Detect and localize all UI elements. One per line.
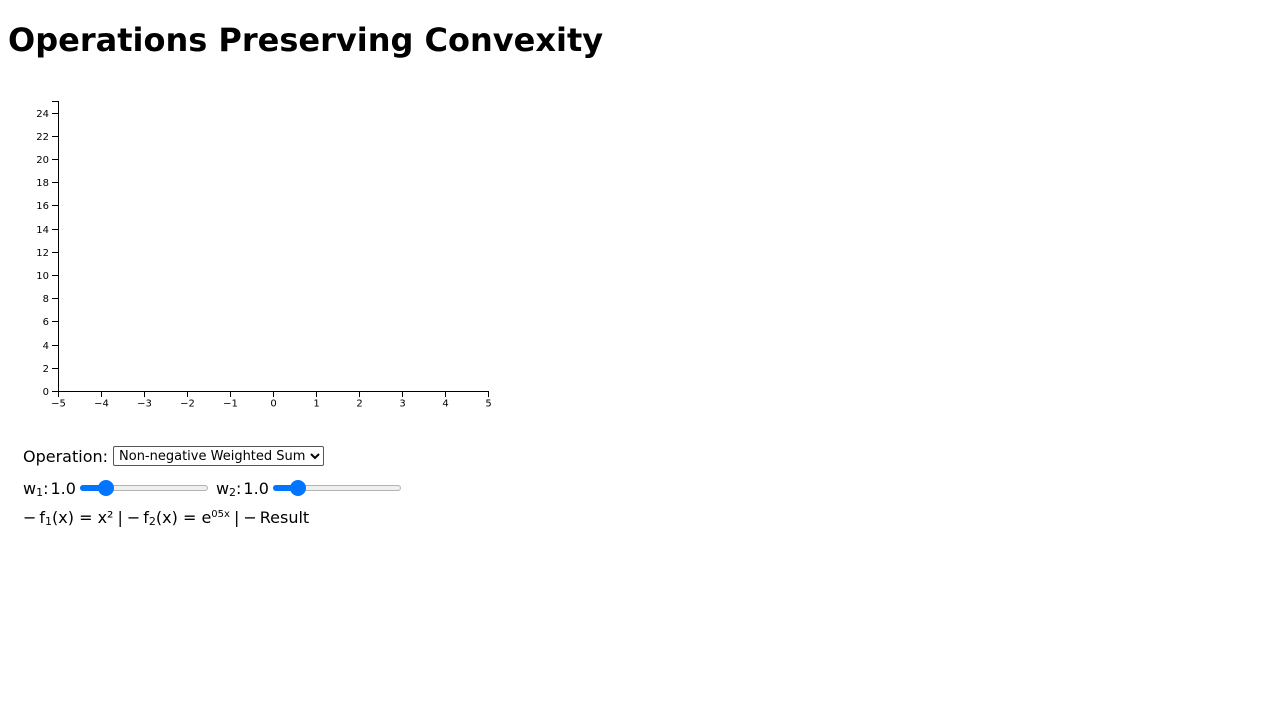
x-tick-label: 0 xyxy=(270,399,276,410)
x-tick-label: −2 xyxy=(180,399,195,410)
y-tick-label: 16 xyxy=(36,201,49,212)
operation-label: Operation: xyxy=(23,446,109,466)
y-tick-label: 22 xyxy=(36,132,49,143)
w1-label: w1: xyxy=(23,478,49,499)
legend-swatch-f1: − xyxy=(23,507,37,527)
y-tick-label: 8 xyxy=(43,294,49,305)
page-title: Operations Preserving Convexity xyxy=(8,21,604,59)
legend-item-f2: − f2(x) = e05x xyxy=(127,508,230,527)
x-tick-label: −3 xyxy=(137,399,152,410)
y-tick-label: 20 xyxy=(36,155,49,166)
x-tick-label: 3 xyxy=(399,399,405,410)
w1-slider[interactable] xyxy=(79,480,208,496)
y-tick-label: 18 xyxy=(36,178,49,189)
x-tick-label: 1 xyxy=(313,399,319,410)
x-axis: −5 −4 −3 −2 −1 0 1 2 3 4 5 xyxy=(51,391,492,410)
y-tick-label: 2 xyxy=(43,364,49,375)
operation-row: Operation: Non-negative Weighted Sum xyxy=(23,444,409,468)
legend-separator: | xyxy=(233,507,240,527)
w2-slider-thumb[interactable] xyxy=(290,480,307,496)
x-tick-label: 2 xyxy=(356,399,362,410)
legend-label-result: Result xyxy=(259,507,310,527)
w1-slider-thumb[interactable] xyxy=(97,480,114,496)
y-tick-label: 24 xyxy=(36,109,49,120)
legend-item-f1: − f1(x) = x² xyxy=(23,508,113,527)
w2-value: 1.0 xyxy=(243,478,269,498)
w1-value: 1.0 xyxy=(50,478,76,498)
legend-swatch-result: − xyxy=(243,507,257,527)
legend-separator: | xyxy=(117,507,123,527)
w2-label: w2: xyxy=(215,478,242,499)
controls-panel: Operation: Non-negative Weighted Sum w1:… xyxy=(23,444,409,528)
legend-label-f2: f2(x) = e05x xyxy=(143,507,230,528)
w1-slider-fill xyxy=(79,485,106,491)
w2-slider[interactable] xyxy=(272,480,401,496)
x-tick-label: −5 xyxy=(51,399,66,410)
y-axis-line xyxy=(52,101,59,392)
x-tick-label: −4 xyxy=(94,399,109,410)
y-tick-label: 14 xyxy=(36,225,49,236)
y-tick-label: 0 xyxy=(43,387,49,398)
y-tick-label: 10 xyxy=(36,271,49,282)
weights-row: w1: 1.0 w2: 1.0 xyxy=(23,476,409,500)
operation-select[interactable]: Non-negative Weighted Sum xyxy=(113,446,325,466)
y-tick-label: 6 xyxy=(43,317,49,328)
legend-label-f1: f1(x) = x² xyxy=(39,507,114,528)
legend: − f1(x) = x² | − f2(x) = e05x | − Result xyxy=(23,506,409,528)
legend-swatch-f2: − xyxy=(126,507,141,527)
x-tick-label: 5 xyxy=(485,399,491,410)
x-tick-label: −1 xyxy=(223,399,238,410)
y-tick-label: 12 xyxy=(36,248,49,259)
w2-slider-fill xyxy=(272,485,299,491)
x-tick-label: 4 xyxy=(442,399,448,410)
y-tick-label: 4 xyxy=(43,341,49,352)
legend-item-result: − Result xyxy=(243,508,309,527)
